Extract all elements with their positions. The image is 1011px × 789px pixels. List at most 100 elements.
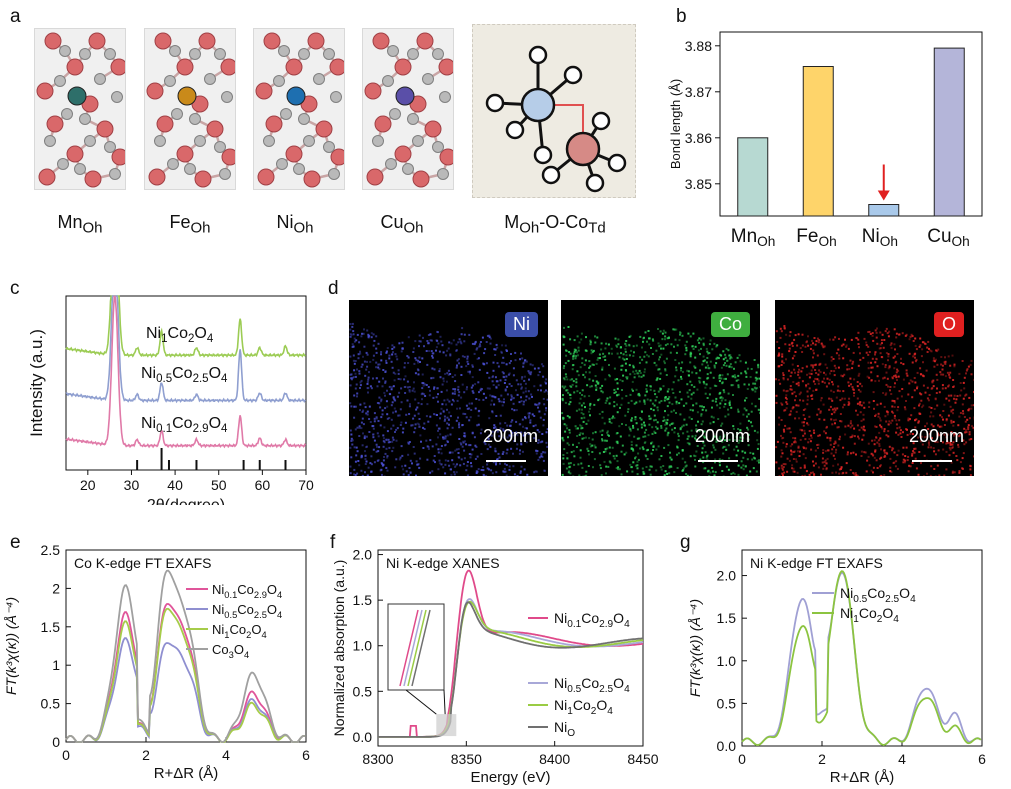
signal-pixel: [394, 372, 397, 375]
signal-pixel: [704, 451, 707, 454]
signal-pixel: [638, 375, 641, 378]
signal-pixel: [430, 339, 433, 342]
signal-pixel: [894, 355, 896, 358]
signal-pixel: [927, 442, 930, 444]
signal-pixel: [799, 391, 802, 394]
signal-pixel: [655, 349, 658, 352]
signal-pixel: [620, 473, 623, 476]
signal-pixel: [352, 333, 355, 336]
signal-pixel: [936, 432, 939, 435]
signal-pixel: [962, 452, 965, 455]
signal-pixel: [810, 369, 813, 372]
signal-pixel: [470, 386, 473, 389]
signal-pixel: [876, 441, 879, 444]
signal-pixel: [718, 392, 721, 395]
signal-pixel: [386, 430, 389, 433]
signal-pixel: [643, 402, 646, 405]
dopant-atom: [177, 86, 197, 106]
signal-pixel: [351, 343, 354, 346]
signal-pixel: [613, 457, 616, 460]
signal-pixel: [510, 360, 512, 362]
y-tick-label: 3.88: [685, 38, 712, 54]
signal-pixel: [811, 364, 814, 367]
signal-pixel: [740, 460, 743, 463]
text-part: Ni: [554, 697, 567, 713]
signal-pixel: [378, 446, 381, 449]
signal-pixel: [694, 366, 697, 369]
signal-pixel: [834, 336, 837, 339]
signal-pixel: [653, 419, 656, 422]
signal-pixel: [792, 437, 795, 439]
text-part: Co: [237, 582, 254, 597]
signal-pixel: [662, 347, 665, 350]
signal-pixel: [515, 389, 517, 392]
signal-pixel: [682, 467, 685, 470]
signal-pixel: [509, 424, 512, 427]
signal-pixel: [365, 368, 368, 371]
signal-pixel: [950, 394, 953, 397]
signal-pixel: [724, 403, 727, 406]
signal-pixel: [830, 356, 833, 359]
cobalt-atom: [372, 135, 384, 147]
signal-pixel: [632, 370, 635, 373]
signal-pixel: [484, 443, 487, 446]
signal-pixel: [524, 434, 527, 437]
cobalt-atom: [389, 108, 401, 120]
signal-pixel: [722, 452, 725, 455]
signal-pixel: [541, 455, 544, 458]
zoom-region: [436, 714, 457, 737]
signal-pixel: [676, 446, 679, 449]
signal-pixel: [397, 414, 400, 417]
signal-pixel: [944, 356, 946, 359]
signal-pixel: [802, 399, 805, 402]
signal-pixel: [363, 345, 366, 348]
signal-pixel: [848, 368, 851, 371]
signal-pixel: [940, 356, 943, 358]
signal-pixel: [449, 451, 452, 454]
signal-pixel: [723, 391, 726, 394]
signal-pixel: [784, 409, 787, 412]
signal-pixel: [460, 342, 463, 345]
signal-pixel: [366, 380, 369, 383]
signal-pixel: [672, 392, 675, 394]
signal-pixel: [812, 429, 815, 432]
signal-pixel: [744, 361, 747, 364]
signal-pixel: [967, 409, 970, 412]
signal-pixel: [919, 373, 922, 376]
signal-pixel: [689, 455, 692, 458]
signal-pixel: [948, 384, 950, 387]
signal-pixel: [801, 333, 804, 336]
signal-pixel: [658, 458, 661, 461]
signal-pixel: [833, 374, 836, 377]
signal-pixel: [493, 403, 496, 406]
signal-pixel: [941, 441, 944, 444]
signal-pixel: [711, 406, 713, 409]
signal-pixel: [369, 360, 372, 363]
signal-pixel: [352, 354, 355, 357]
signal-pixel: [587, 450, 590, 452]
signal-pixel: [433, 455, 436, 457]
signal-pixel: [724, 445, 727, 448]
signal-pixel: [349, 373, 352, 376]
oxygen-atom: [220, 58, 235, 76]
signal-pixel: [353, 405, 356, 408]
signal-pixel: [585, 470, 588, 473]
signal-pixel: [583, 475, 586, 476]
signal-pixel: [852, 451, 855, 454]
signal-pixel: [432, 376, 435, 379]
signal-pixel: [565, 467, 568, 470]
signal-pixel: [525, 395, 528, 398]
signal-pixel: [711, 348, 714, 351]
signal-pixel: [888, 445, 891, 448]
signal-pixel: [431, 445, 434, 448]
signal-pixel: [488, 417, 491, 420]
signal-pixel: [789, 375, 792, 378]
signal-pixel: [487, 437, 490, 440]
caption-ni: NiOh: [276, 212, 314, 237]
signal-pixel: [801, 380, 804, 383]
signal-pixel: [784, 463, 787, 466]
signal-pixel: [655, 396, 658, 399]
signal-pixel: [537, 389, 540, 392]
signal-pixel: [777, 379, 780, 381]
signal-pixel: [830, 413, 833, 416]
